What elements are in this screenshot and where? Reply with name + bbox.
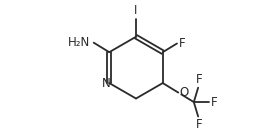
Text: I: I <box>134 4 138 17</box>
Text: H₂N: H₂N <box>68 36 90 49</box>
Text: F: F <box>178 37 185 50</box>
Text: O: O <box>180 86 189 99</box>
Text: F: F <box>196 118 202 131</box>
Text: N: N <box>102 77 111 90</box>
Text: F: F <box>196 73 202 86</box>
Text: F: F <box>211 96 218 109</box>
